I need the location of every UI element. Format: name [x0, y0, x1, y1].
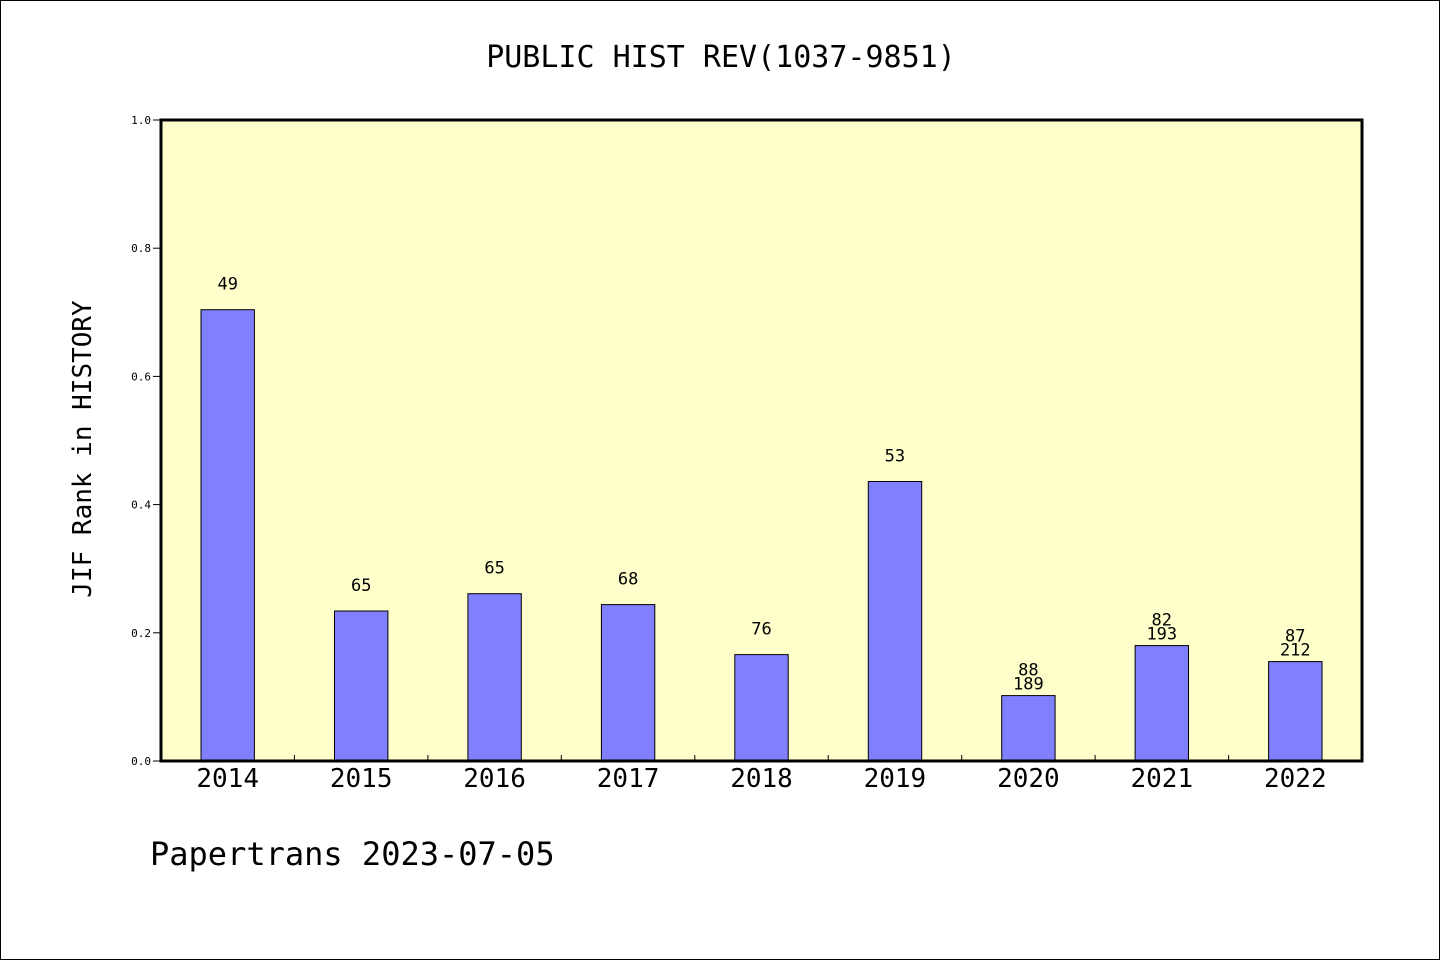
bar-rank-label-2020: 88 — [1018, 661, 1038, 681]
bar-2017 — [600, 604, 656, 762]
y-axis: 0.0 0.2 0.4 0.6 0.8 1.0 — [131, 114, 161, 768]
bar-rank-label-2019: 53 — [885, 447, 905, 467]
bar-2016 — [467, 593, 522, 762]
y-tick-label-0.0: 0.0 — [131, 755, 151, 768]
x-tick-label-2014: 2014 — [196, 764, 259, 794]
x-tick-label-2022: 2022 — [1264, 764, 1327, 794]
x-axis: 2014 2015 2016 2017 2018 2019 2020 2021 2022 — [196, 755, 1327, 794]
bar-rank-label-2016: 65 — [484, 559, 504, 579]
bar-rank-label-2021: 82 — [1152, 611, 1172, 631]
bar-rank-label-2022: 87 — [1285, 627, 1305, 647]
y-tick-label-1.0: 1.0 — [131, 114, 151, 127]
y-tick-label-0.2: 0.2 — [131, 627, 151, 640]
y-tick-label-0.6: 0.6 — [131, 370, 151, 383]
bars-group — [200, 309, 1323, 762]
bar-rank-label-2018: 76 — [751, 620, 771, 640]
bar-2022 — [1268, 661, 1323, 762]
x-tick-label-2015: 2015 — [330, 764, 393, 794]
chart-title: PUBLIC HIST REV(1037-9851) — [486, 40, 956, 75]
bar-rank-label-2014: 49 — [217, 275, 237, 295]
x-tick-label-2016: 2016 — [463, 764, 526, 794]
bar-rank-label-2015: 65 — [351, 576, 371, 596]
x-tick-label-2018: 2018 — [730, 764, 793, 794]
bar-total-label-2020: 189 — [1013, 675, 1044, 695]
bar-2021 — [1134, 645, 1189, 762]
x-tick-label-2017: 2017 — [597, 764, 660, 794]
bar-total-label-2022: 212 — [1280, 641, 1311, 661]
bar-2019 — [867, 481, 923, 762]
y-tick-label-0.4: 0.4 — [131, 499, 151, 512]
bar-2015 — [334, 610, 389, 762]
bar-2020 — [1001, 695, 1056, 762]
plot-border — [159, 118, 1364, 763]
x-tick-label-2019: 2019 — [864, 764, 927, 794]
x-tick-label-2021: 2021 — [1130, 764, 1193, 794]
bar-total-label-2021: 193 — [1146, 625, 1177, 645]
bar-rank-label-2017: 68 — [618, 570, 638, 590]
bar-2018 — [734, 654, 789, 762]
x-tick-label-2020: 2020 — [997, 764, 1060, 794]
y-axis-label: JIF Rank in HISTORY — [68, 300, 98, 598]
footer-text: Papertrans 2023-07-05 — [150, 835, 555, 873]
bar-2014 — [200, 309, 255, 762]
y-tick-label-0.8: 0.8 — [131, 242, 151, 255]
